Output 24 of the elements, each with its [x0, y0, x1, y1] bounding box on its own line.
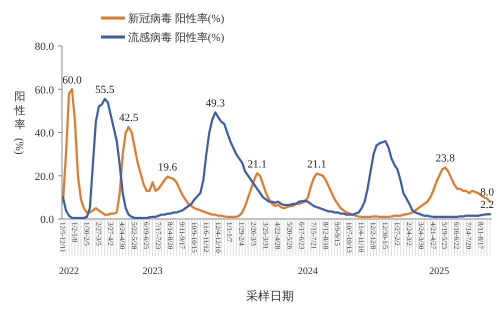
annotation: 2022	[59, 266, 79, 277]
y-tick-label: 80.0	[34, 41, 54, 53]
y-tick-label: 20.0	[34, 170, 54, 183]
annotation: 2023	[142, 266, 163, 277]
y-axis-title: 阳性率	[14, 91, 26, 131]
data-label: 60.0	[62, 74, 82, 86]
legend-label: 流感病毒 阳性率(%)	[128, 31, 225, 44]
x-axis-title: 采样日期	[246, 289, 294, 303]
data-label: 2.2	[480, 199, 494, 212]
y-tick-label: 0.0	[40, 214, 54, 226]
data-label: 23.8	[436, 152, 456, 165]
data-label: 42.5	[119, 112, 139, 124]
data-label: 8.0	[480, 186, 494, 199]
legend-label: 新冠病毒 阳性率(%)	[128, 12, 225, 25]
data-label: 21.1	[307, 158, 326, 170]
data-label: 49.3	[206, 97, 226, 110]
text: (%)	[13, 138, 25, 154]
annotation: 2024	[298, 266, 318, 277]
y-tick-label: 60.0	[34, 84, 54, 96]
data-label: 19.6	[158, 162, 178, 174]
data-label: 55.5	[95, 84, 115, 96]
data-label: 21.1	[247, 158, 267, 170]
annotation: 2025	[429, 266, 450, 277]
y-tick-label: 40.0	[34, 128, 54, 140]
